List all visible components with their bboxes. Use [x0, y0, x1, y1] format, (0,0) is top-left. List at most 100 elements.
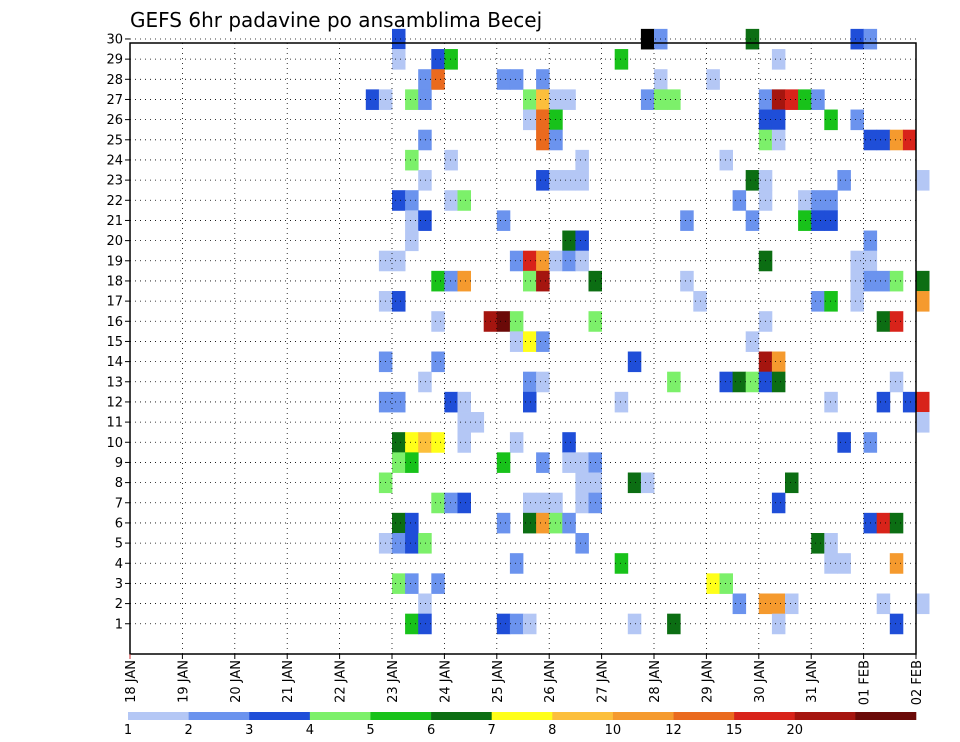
heatmap-cell — [405, 573, 419, 594]
heatmap-cell — [431, 311, 445, 332]
heatmap-cell — [798, 89, 812, 110]
heatmap-cell — [575, 472, 589, 494]
x-tick-label: 01 FEB — [858, 660, 873, 705]
y-tick-label: 8 — [115, 476, 123, 491]
heatmap-cell — [575, 149, 589, 171]
heatmap-cell — [916, 291, 930, 312]
heatmap-cell — [392, 190, 406, 211]
heatmap-cell — [745, 210, 760, 231]
heatmap-cell — [418, 89, 432, 110]
heatmap-cell — [562, 89, 576, 110]
y-tick-label: 23 — [106, 174, 123, 189]
colorbar-swatch — [188, 712, 250, 720]
colorbar-label: 10 — [605, 723, 622, 738]
heatmap-cell — [916, 391, 930, 413]
x-tick-label: 28 JAN — [648, 660, 663, 703]
heatmap-cell — [431, 432, 445, 453]
heatmap-cell — [496, 613, 511, 635]
x-tick-label: 20 JAN — [229, 660, 244, 703]
heatmap-cell — [405, 190, 419, 211]
heatmap-cell — [876, 270, 891, 292]
heatmap-cell — [771, 492, 786, 514]
heatmap-cell — [536, 170, 550, 191]
heatmap-cell — [889, 512, 904, 534]
heatmap-cell — [536, 89, 550, 110]
heatmap-cell — [392, 573, 406, 594]
heatmap-cell — [811, 210, 825, 231]
colorbar-swatch — [552, 712, 614, 720]
colorbar-label: 20 — [786, 723, 803, 738]
heatmap-cell — [457, 432, 471, 453]
heatmap-cell — [824, 533, 838, 554]
heatmap-cell — [536, 109, 550, 131]
heatmap-cell — [418, 210, 432, 231]
heatmap-cell — [575, 170, 589, 191]
x-tick-label: 30 JAN — [753, 660, 768, 703]
heatmap-cell — [457, 492, 471, 514]
heatmap-cell — [562, 250, 576, 272]
heatmap-cell — [562, 230, 576, 252]
heatmap-cell — [785, 593, 799, 615]
heatmap-cell — [509, 250, 524, 272]
heatmap-cell — [876, 129, 891, 151]
y-tick-label: 4 — [115, 557, 123, 572]
heatmap-cell — [431, 492, 445, 514]
y-tick-label: 14 — [106, 355, 123, 370]
x-tick-label: 29 JAN — [700, 660, 715, 703]
y-tick-label: 9 — [115, 456, 123, 471]
heatmap-cell — [680, 270, 694, 292]
heatmap-cell — [850, 109, 864, 131]
heatmap-cell — [405, 432, 419, 453]
heatmap-cell — [562, 170, 576, 191]
heatmap-cell — [444, 190, 458, 211]
colorbar-swatch — [249, 712, 311, 720]
heatmap-cell — [392, 452, 406, 473]
y-tick-label: 15 — [106, 335, 123, 350]
heatmap-cell — [392, 512, 406, 534]
y-tick-label: 26 — [106, 113, 123, 128]
heatmap-cell — [444, 49, 458, 70]
heatmap-cell — [824, 391, 838, 413]
heatmap-cell — [902, 129, 917, 151]
heatmap-cell — [418, 432, 432, 453]
heatmap-cell — [405, 230, 419, 252]
heatmap-cell — [745, 331, 760, 352]
colorbar-label: 12 — [665, 723, 682, 738]
y-tick-label: 6 — [115, 516, 123, 531]
x-tick-label: 31 JAN — [805, 660, 820, 703]
heatmap-cell — [496, 69, 511, 90]
heatmap-cell — [785, 472, 799, 494]
y-tick-label: 22 — [106, 194, 123, 209]
colorbar-label: 3 — [245, 723, 253, 738]
heatmap-cell — [771, 371, 786, 393]
heatmap-cell — [706, 69, 720, 90]
heatmap-cell — [614, 553, 629, 574]
heatmap-cell — [562, 432, 576, 453]
y-tick-label: 25 — [106, 133, 123, 148]
heatmap-cell — [798, 210, 812, 231]
heatmap-cell — [418, 170, 432, 191]
heatmap-cell — [627, 351, 642, 373]
heatmap-cell — [496, 452, 511, 473]
x-axis: 18 JAN 19 JAN 20 JAN 21 JAN 22 JAN 23 JAN 24 J… — [124, 654, 925, 705]
heatmap-cell — [640, 28, 655, 50]
y-tick-label: 2 — [115, 597, 123, 612]
heatmap-cell — [392, 432, 406, 453]
heatmap-cell — [392, 391, 406, 413]
heatmap-cell — [536, 270, 550, 292]
x-tick-label: 25 JAN — [491, 660, 506, 703]
heatmap-cell — [876, 391, 891, 413]
heatmap-cell — [496, 311, 511, 332]
colorbar-label: 2 — [184, 723, 192, 738]
heatmap-cell — [811, 190, 825, 211]
heatmap-cell — [509, 331, 524, 352]
plot-frame — [129, 42, 917, 655]
heatmap-cell — [418, 593, 432, 615]
heatmap-cell — [405, 533, 419, 554]
heatmap-cell — [771, 49, 786, 70]
x-tick-label: 21 JAN — [281, 660, 296, 703]
heatmap-cell — [719, 149, 733, 171]
colorbar-label: 7 — [488, 723, 496, 738]
heatmap-cell — [889, 553, 904, 574]
heatmap-cell — [575, 492, 589, 514]
